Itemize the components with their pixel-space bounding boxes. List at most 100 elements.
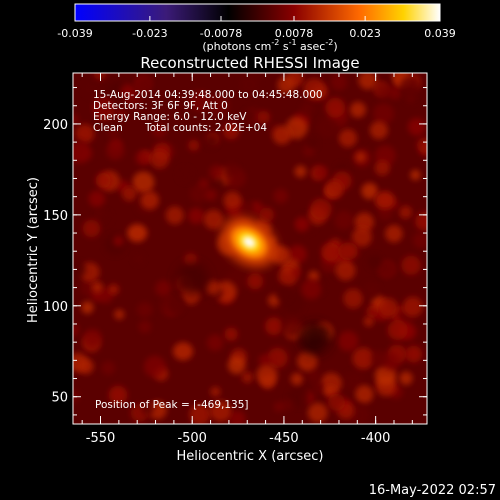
texture-blob (78, 358, 94, 374)
texture-blob (155, 280, 172, 297)
colorbar-ticks: -0.039 -0.023 -0.0078 0.0078 0.023 0.039 (57, 16, 456, 40)
texture-blob (358, 73, 378, 90)
texture-blob (351, 226, 372, 247)
texture-blob (210, 400, 232, 422)
texture-blob (238, 74, 260, 95)
texture-blob (354, 212, 374, 232)
texture-blob (265, 317, 283, 336)
secondary-source (173, 342, 194, 361)
texture-blob (210, 386, 221, 397)
texture-blob (204, 135, 218, 148)
colorbar-tick-label: -0.023 (132, 27, 167, 40)
texture-blob (272, 125, 292, 145)
texture-blob (115, 108, 127, 120)
texture-blob (324, 179, 344, 199)
texture-blob (401, 255, 421, 275)
x-tick-label: -400 (361, 431, 391, 446)
texture-blob (238, 200, 255, 217)
texture-blob (114, 309, 125, 320)
texture-blob (317, 116, 339, 138)
texture-blob (399, 205, 413, 219)
texture-blob (314, 165, 328, 180)
texture-blob (206, 334, 224, 351)
texture-blob (188, 207, 205, 224)
colorbar-tick-label: 0.023 (349, 27, 381, 40)
texture-blob (188, 139, 200, 151)
texture-blob (198, 178, 209, 189)
texture-blob (242, 110, 254, 122)
texture-blob (369, 121, 388, 140)
texture-blob (108, 127, 119, 139)
texture-blob (375, 83, 392, 99)
texture-blob (165, 206, 184, 225)
plot-frame (72, 72, 428, 425)
texture-blob (281, 316, 303, 337)
secondary-source (374, 191, 395, 210)
texture-blob (377, 205, 393, 221)
texture-blob (405, 345, 423, 363)
texture-blob (138, 320, 152, 334)
texture-blob (267, 347, 288, 369)
texture-blob (133, 253, 144, 265)
texture-blob (150, 149, 170, 169)
texture-blob (312, 381, 325, 395)
texture-blob (334, 210, 354, 230)
texture-blob (91, 281, 104, 294)
texture-blob (367, 254, 382, 269)
chart-title: Reconstructed RHESSI Image (140, 54, 359, 72)
texture-blob (300, 102, 313, 115)
annotation-total-counts: Total counts: 2.02E+04 (144, 122, 267, 134)
texture-blob (361, 182, 378, 200)
texture-blob (223, 191, 242, 210)
texture-blob (374, 160, 390, 176)
texture-blob (136, 302, 153, 318)
texture-blob (223, 123, 240, 140)
texture-blob (343, 288, 364, 309)
texture-blob (208, 94, 230, 116)
texture-blob (366, 305, 379, 318)
texture-blob (352, 347, 375, 370)
texture-blob (371, 350, 388, 367)
y-tick-label: 150 (43, 209, 68, 224)
colorbar-tick-label: -0.0078 (200, 27, 242, 40)
texture-blob (97, 210, 112, 225)
texture-blob (241, 371, 253, 383)
texture-blob (277, 76, 295, 94)
texture-blob (143, 355, 166, 378)
texture-blob (167, 296, 185, 314)
texture-blob (407, 118, 426, 136)
texture-blob (120, 84, 136, 99)
texture-blob (104, 234, 126, 256)
texture-blob (113, 235, 124, 247)
texture-blob (95, 172, 111, 188)
texture-blob (223, 162, 239, 178)
texture-blob (281, 399, 294, 411)
texture-blob (321, 242, 340, 261)
heatmap-image (73, 73, 427, 424)
texture-blob (402, 296, 423, 317)
texture-blob (189, 404, 211, 424)
texture-blob (410, 169, 421, 181)
texture-blob (301, 279, 322, 300)
texture-blob (258, 354, 272, 367)
y-axis-label: Heliocentric Y (arcsec) (26, 177, 41, 323)
y-axis-ticks: 50 100 150 200 (43, 87, 427, 416)
texture-blob (267, 294, 281, 307)
x-tick-label: -450 (269, 431, 299, 446)
peak-source (242, 236, 256, 248)
texture-blob (141, 402, 155, 416)
texture-blob (83, 328, 102, 347)
texture-blob (310, 198, 332, 220)
texture-blob (387, 320, 408, 340)
texture-blob (92, 96, 114, 118)
texture-blob (101, 361, 115, 375)
texture-blob (136, 76, 153, 93)
x-tick-label: -500 (177, 431, 207, 446)
texture-blob (209, 165, 225, 180)
texture-blob (399, 76, 421, 97)
dark-source (299, 322, 332, 355)
texture-blob (73, 141, 92, 164)
texture-blob (178, 167, 193, 182)
texture-blob (415, 211, 427, 231)
